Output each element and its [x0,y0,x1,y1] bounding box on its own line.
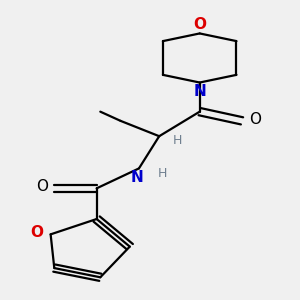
Text: N: N [131,170,143,185]
Text: H: H [173,134,182,147]
Text: H: H [158,167,168,179]
Text: O: O [249,112,261,127]
Text: O: O [193,17,206,32]
Text: N: N [193,84,206,99]
Text: O: O [30,225,43,240]
Text: O: O [36,179,48,194]
